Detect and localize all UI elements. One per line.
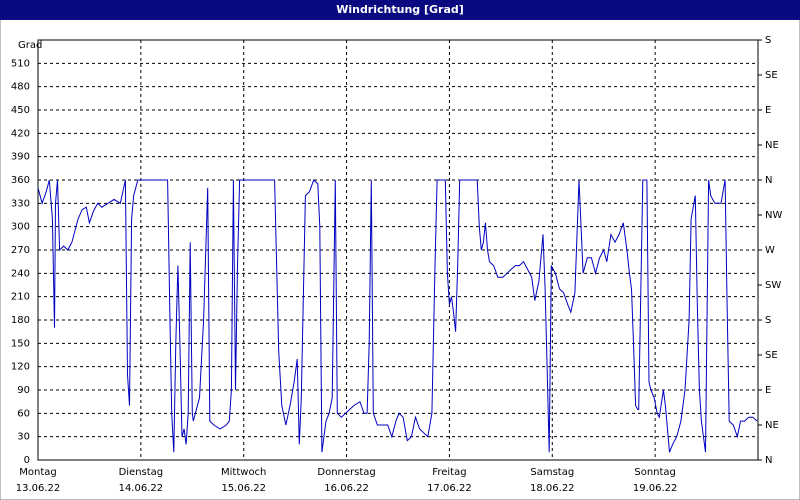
y2-tick-label: W — [765, 245, 775, 256]
y2-tick-label: S — [765, 35, 771, 46]
x-tick-label: Montag — [19, 467, 56, 478]
x-tick-label: 19.06.22 — [633, 483, 678, 494]
y-tick-label: 330 — [11, 198, 30, 209]
y-tick-label: 420 — [11, 128, 30, 139]
y2-tick-label: NE — [765, 420, 779, 431]
x-tick-label: 13.06.22 — [16, 483, 61, 494]
y-tick-label: 210 — [11, 292, 30, 303]
y-tick-label: 120 — [11, 362, 30, 373]
y-tick-label: 270 — [11, 245, 30, 256]
x-tick-label: Freitag — [432, 467, 466, 478]
x-tick-label: 16.06.22 — [324, 483, 369, 494]
x-tick-label: 14.06.22 — [119, 483, 164, 494]
y-tick-label: 360 — [11, 175, 30, 186]
y2-tick-label: NE — [765, 140, 779, 151]
x-tick-label: 15.06.22 — [221, 483, 266, 494]
x-tick-label: Dienstag — [119, 467, 164, 478]
x-tick-label: Sonntag — [634, 467, 676, 478]
x-tick-label: Donnerstag — [317, 467, 375, 478]
y2-tick-label: E — [765, 385, 771, 396]
y2-tick-label: N — [765, 455, 772, 466]
y-tick-label: 300 — [11, 222, 30, 233]
y-tick-label: 0 — [24, 455, 30, 466]
chart-title: Windrichtung [Grad] — [336, 3, 464, 16]
x-tick-label: 17.06.22 — [427, 483, 472, 494]
y-tick-label: 390 — [11, 152, 30, 163]
x-tick-label: Samstag — [530, 467, 574, 478]
y2-tick-label: E — [765, 105, 771, 116]
y2-tick-label: SE — [765, 350, 778, 361]
title-bar — [0, 0, 800, 20]
data-line — [37, 179, 758, 453]
y-tick-label: 480 — [11, 82, 30, 93]
y2-tick-label: SW — [765, 280, 781, 291]
y2-tick-label: S — [765, 315, 771, 326]
y-tick-label: 510 — [11, 58, 30, 69]
x-tick-label: Mittwoch — [221, 467, 266, 478]
y-tick-label: 90 — [17, 385, 30, 396]
x-tick-label: 18.06.22 — [530, 483, 575, 494]
y-tick-label: 150 — [11, 338, 30, 349]
y2-tick-label: N — [765, 175, 772, 186]
y-tick-label: 60 — [17, 408, 30, 419]
y2-tick-label: SE — [765, 70, 778, 81]
y-tick-label: 30 — [17, 432, 30, 443]
y-tick-label: 450 — [11, 105, 30, 116]
y-axis-label: Grad — [18, 40, 42, 51]
y2-tick-label: NW — [765, 210, 782, 221]
y-tick-label: 180 — [11, 315, 30, 326]
y-tick-label: 240 — [11, 268, 30, 279]
